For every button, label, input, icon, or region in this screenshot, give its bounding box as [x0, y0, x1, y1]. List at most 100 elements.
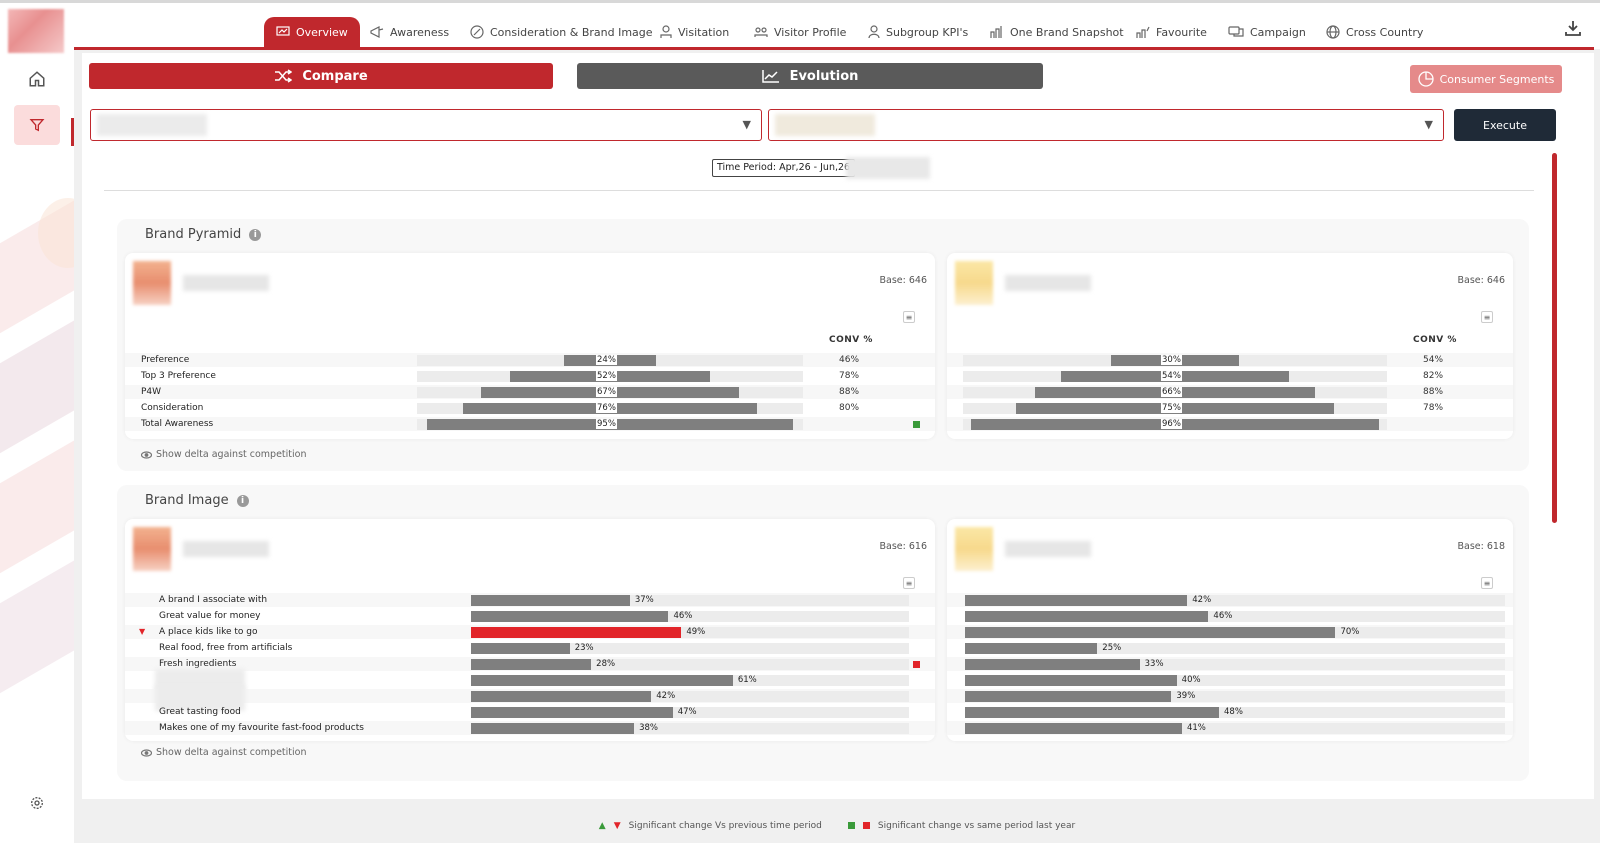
bar-value: 46%: [1213, 611, 1233, 621]
pyramid-row: 66% 88%: [947, 385, 1513, 399]
brand-name: [1005, 275, 1091, 291]
conv-value: 88%: [839, 387, 860, 397]
legend-text-2: Significant change vs same period last y…: [877, 820, 1076, 831]
tab-visitation[interactable]: Visitation: [660, 17, 729, 47]
brand-image-card-right: Base: 618 ≡ 42% 46% 70% 25% 33% 40% 39% 48% 41%: [947, 519, 1513, 741]
row-label: Total Awareness: [141, 419, 214, 429]
tab-one-brand-snapshot[interactable]: One Brand Snapshot: [990, 17, 1124, 47]
pyramid-row: Total Awareness 95%: [125, 417, 935, 431]
bar-value: 33%: [1144, 659, 1164, 669]
pyramid-row: P4W 67% 88%: [125, 385, 935, 399]
show-delta-toggle[interactable]: Show delta against competition: [141, 449, 307, 460]
brand-select-right[interactable]: ▼: [768, 109, 1444, 141]
show-delta-toggle[interactable]: Show delta against competition: [141, 747, 307, 758]
bar-value: 76%: [596, 403, 617, 413]
row-label: Preference: [141, 355, 190, 365]
table-menu-icon[interactable]: ≡: [903, 577, 915, 589]
evolution-button[interactable]: Evolution: [577, 63, 1043, 89]
company-logo: [8, 9, 64, 53]
megaphone-icon: [370, 26, 384, 38]
evolution-label: Evolution: [789, 68, 859, 84]
sidebar: [0, 3, 74, 843]
brand-logo: [133, 527, 171, 571]
eye-icon: [141, 450, 152, 459]
download-button[interactable]: [1564, 19, 1582, 41]
favourite-icon: [1136, 26, 1150, 38]
tab-awareness[interactable]: Awareness: [370, 17, 449, 47]
row-label: Makes one of my favourite fast-food prod…: [159, 723, 364, 733]
image-bar: [471, 675, 733, 686]
green-square-icon: [847, 822, 855, 829]
pyramid-row: 75% 78%: [947, 401, 1513, 415]
conv-value: 88%: [1423, 387, 1444, 397]
bar-value: 66%: [1161, 387, 1182, 397]
bar-track: [965, 643, 1505, 654]
filter-button[interactable]: [14, 105, 60, 145]
tab-label: Cross Country: [1346, 25, 1424, 39]
compare-button[interactable]: Compare: [89, 63, 553, 89]
row-label: Consideration: [141, 403, 204, 413]
bar-track: [471, 659, 909, 670]
conv-value: 80%: [839, 403, 860, 413]
brand-select-left[interactable]: ▼: [90, 109, 762, 141]
chevron-down-icon: ▼: [742, 118, 751, 131]
info-icon[interactable]: i: [236, 494, 249, 507]
base-count: Base: 646: [879, 275, 928, 286]
scrollbar[interactable]: [1552, 153, 1557, 523]
bar-track: [965, 611, 1505, 622]
image-row: 42%: [947, 593, 1513, 607]
bar-track: [965, 707, 1505, 718]
bar-value: 28%: [596, 659, 616, 669]
table-menu-icon[interactable]: ≡: [1481, 577, 1493, 589]
section-title: Brand Pyramid: [145, 227, 242, 242]
tab-label: Overview: [296, 25, 348, 39]
redacted-label: [155, 685, 245, 711]
pyramid-row: Preference 24% 46%: [125, 353, 935, 367]
user-icon: [868, 25, 880, 39]
execute-button[interactable]: Execute: [1454, 109, 1556, 141]
pyramid-row: 30% 54%: [947, 353, 1513, 367]
content-panel: Compare Evolution Consumer Segments ▼ ▼ …: [82, 53, 1594, 799]
tab-favourite[interactable]: Favourite: [1136, 17, 1207, 47]
tab-consideration[interactable]: Consideration & Brand Image: [470, 17, 653, 47]
tab-overview[interactable]: Overview: [264, 17, 360, 47]
visitor-icon: [660, 25, 672, 38]
red-square-icon: [862, 822, 870, 829]
show-delta-label: Show delta against competition: [156, 449, 307, 460]
table-menu-icon[interactable]: ≡: [903, 311, 915, 323]
bar-track: [965, 659, 1505, 670]
download-icon: [1565, 21, 1581, 36]
brand-pyramid-card-right: Base: 646 ≡ CONV % 30% 54% 54% 82% 66% 88% 75%…: [947, 253, 1513, 439]
image-row: 33%: [947, 657, 1513, 671]
tab-visitor-profile[interactable]: Visitor Profile: [754, 17, 846, 47]
campaign-icon: [1228, 26, 1244, 37]
tab-cross-country[interactable]: Cross Country: [1326, 17, 1423, 47]
image-row: A place kids like to go ▼ 49%: [125, 625, 935, 639]
info-icon[interactable]: i: [249, 228, 262, 241]
image-bar: [965, 627, 1336, 638]
row-label: A place kids like to go: [159, 627, 258, 637]
redacted-block: [846, 157, 930, 179]
image-row: Great tasting food 47%: [125, 705, 935, 719]
image-bar: [471, 595, 630, 606]
bar-value: 54%: [1161, 371, 1182, 381]
up-triangle-icon: ▲: [598, 820, 606, 831]
tab-label: Visitation: [678, 25, 730, 39]
home-button[interactable]: [14, 59, 60, 99]
legend-footer: ▲ ▼ Significant change Vs previous time …: [74, 808, 1600, 843]
image-bar: [471, 611, 669, 622]
brand-name: [1005, 541, 1091, 557]
image-row: 61%: [125, 669, 935, 695]
tab-label: Visitor Profile: [774, 25, 847, 39]
brand-pyramid-card-left: Base: 646 ≡ CONV % Preference 24% 46% Top 3…: [125, 253, 935, 439]
settings-button[interactable]: [14, 783, 60, 823]
row-label: A brand I associate with: [159, 595, 268, 605]
image-bar: [965, 595, 1188, 606]
tab-campaign[interactable]: Campaign: [1228, 17, 1306, 47]
time-period-label: Time Period: Apr,26 - Jun,26: [712, 159, 856, 177]
snapshot-icon: [990, 26, 1002, 38]
pie-chart-icon: [1417, 71, 1434, 87]
consumer-segments-button[interactable]: Consumer Segments: [1410, 65, 1562, 93]
table-menu-icon[interactable]: ≡: [1481, 311, 1493, 323]
tab-subgroup-kpis[interactable]: Subgroup KPI's: [868, 17, 968, 47]
